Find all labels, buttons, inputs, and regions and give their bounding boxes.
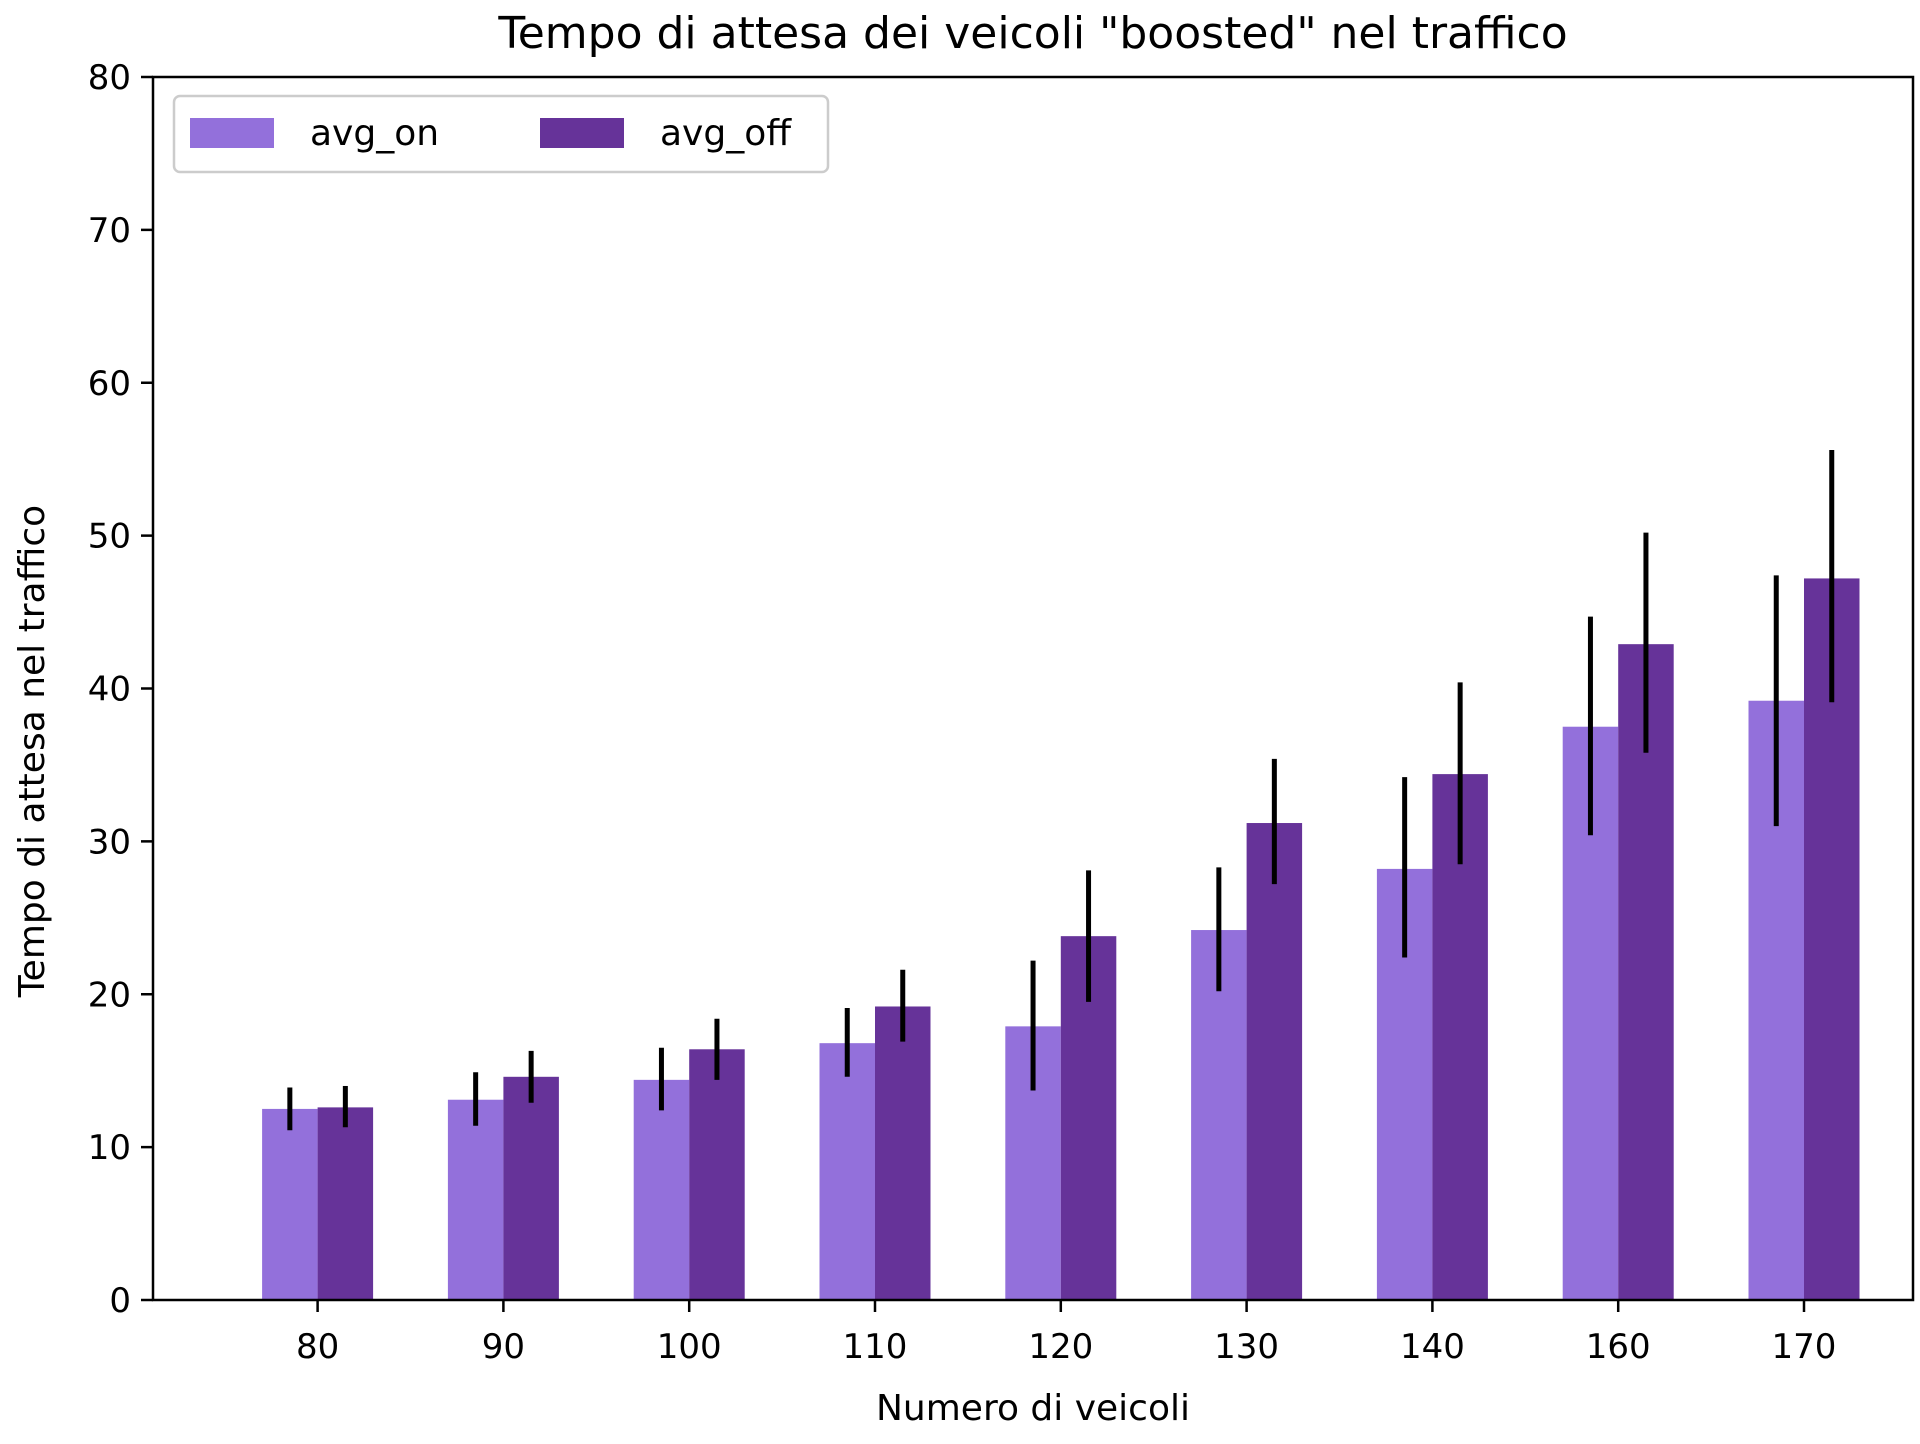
y-tick-label-30: 30 [88, 822, 131, 862]
legend-swatch-avg_on [190, 118, 274, 148]
bar-avg_on-100 [633, 1079, 690, 1300]
y-tick-label-20: 20 [88, 975, 131, 1015]
legend-label-avg_off: avg_off [660, 113, 792, 154]
x-axis-label: Numero di veicoli [876, 1388, 1190, 1429]
bar-avg_on-130 [1191, 930, 1247, 1300]
bar-avg_off-80 [317, 1107, 374, 1300]
x-tick-label-130: 130 [1214, 1327, 1279, 1367]
x-tick-label-80: 80 [296, 1327, 339, 1367]
y-tick-label-10: 10 [88, 1128, 131, 1168]
chart-title: Tempo di attesa dei veicoli "boosted" ne… [497, 8, 1567, 59]
legend-box [172, 94, 830, 174]
legend: avg_on avg_off [172, 94, 830, 174]
plot-area: 0 10 20 30 40 50 60 70 80 80 90 100 110 120 130 140 160 1… [88, 58, 1915, 1367]
bar-avg_on-80 [262, 1108, 318, 1300]
x-tick-label-160: 160 [1586, 1327, 1651, 1367]
x-tick-label-170: 170 [1772, 1327, 1837, 1367]
x-tick-label-120: 120 [1028, 1327, 1093, 1367]
y-tick-label-60: 60 [88, 364, 131, 404]
bar-avg_off-160 [1618, 644, 1674, 1300]
x-tick-label-110: 110 [843, 1327, 908, 1367]
bar-avg_off-90 [503, 1076, 559, 1300]
y-tick-label-0: 0 [109, 1281, 131, 1321]
bar-avg_off-130 [1246, 823, 1303, 1300]
y-tick-label-50: 50 [88, 517, 131, 557]
x-tick-label-140: 140 [1400, 1327, 1465, 1367]
legend-swatch-avg_off [540, 118, 624, 148]
bar-avg_on-110 [819, 1043, 875, 1300]
x-tick-label-100: 100 [657, 1327, 722, 1367]
y-axis-label: Tempo di attesa nel traffico [12, 505, 53, 998]
series-avg_off [317, 450, 1860, 1300]
bar-avg_off-100 [689, 1049, 745, 1300]
series-avg_on [262, 575, 1804, 1300]
y-tick-label-70: 70 [88, 211, 131, 251]
x-tick-label-90: 90 [482, 1327, 525, 1367]
bar-avg_off-110 [875, 1006, 931, 1300]
y-tick-label-40: 40 [88, 670, 131, 710]
y-tick-label-80: 80 [88, 58, 131, 98]
bar-avg_on-90 [447, 1099, 504, 1300]
legend-label-avg_on: avg_on [310, 113, 439, 154]
